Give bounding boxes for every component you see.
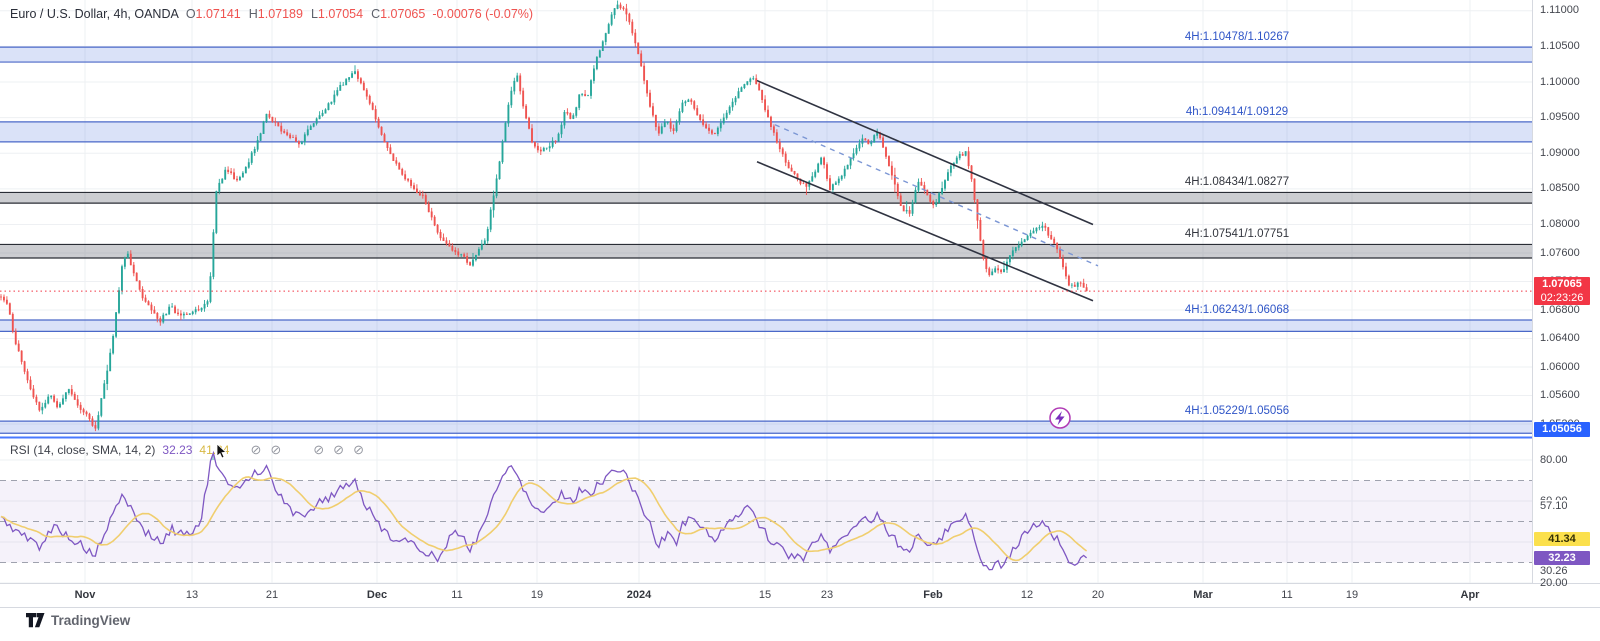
bar-countdown: 02:23:26 [1540, 292, 1584, 304]
time-tick-label: 23 [820, 589, 834, 601]
time-tick-label: 19 [530, 589, 544, 601]
ohlc-pair: C1.07065 [371, 7, 426, 21]
rsi-value-badge-value: 32.23 [1548, 552, 1576, 564]
time-tick-label: Apr [1460, 589, 1480, 601]
time-tick-label: 11 [1281, 589, 1293, 601]
price-tick-label: 1.07600 [1540, 247, 1580, 259]
indicator-action-icon[interactable]: ⊘ [250, 442, 262, 457]
tradingview-logo[interactable]: TradingView [26, 613, 130, 628]
time-tick-label: 20 [1091, 589, 1105, 601]
indicator-action-icon[interactable]: ⊘ [333, 442, 345, 457]
symbol-title: Euro / U.S. Dollar, 4h, OANDA [10, 7, 179, 21]
mouse-cursor [216, 444, 227, 459]
last-price-badge: 1.07065 02:23:26 [1534, 277, 1590, 305]
rsi-tick-label: 57.10 [1540, 500, 1568, 513]
price-tick-label: 1.10500 [1540, 40, 1580, 52]
rsi-tick-label: 80.00 [1540, 454, 1568, 466]
zone-label: 4H:1.10478/1.10267 [1184, 31, 1290, 43]
tradingview-logo-text: TradingView [51, 613, 131, 628]
indicator-action-icons: ⊘ ⊘ ⊘ [313, 442, 373, 458]
rsi-title: RSI (14, close, SMA, 14, 2) [10, 443, 156, 457]
price-tick-label: 1.11000 [1540, 4, 1579, 16]
price-tick-label: 1.08000 [1540, 218, 1580, 230]
rsi-tick-label: 30.26 [1540, 565, 1568, 577]
indicator-action-icon[interactable]: ⊘ [270, 442, 282, 457]
rsi-value-badge: 32.23 [1534, 551, 1590, 565]
time-tick-label: 2024 [626, 589, 652, 601]
time-tick-label: Mar [1193, 589, 1213, 601]
rsi-current-value: 32.23 [162, 443, 193, 457]
rsi-ma-badge: 41.34 [1534, 532, 1590, 546]
zone-label: 4H:1.06243/1.06068 [1184, 304, 1290, 316]
time-tick-label: 19 [1345, 589, 1359, 601]
zone-price-badge: 1.05056 [1534, 422, 1590, 437]
ohlc-values: O1.07141 H1.07189 L1.07054 C1.07065 [186, 7, 426, 21]
last-price-value: 1.07065 [1542, 278, 1582, 290]
ohlc-pair: O1.07141 [185, 7, 241, 21]
zone-label: 4H:1.05229/1.05056 [1184, 405, 1290, 417]
price-tick-label: 1.06000 [1540, 361, 1580, 373]
rsi-tick-label: 20.00 [1540, 577, 1568, 589]
indicator-action-icon[interactable]: ⊘ [353, 442, 364, 457]
ohlc-pair: H1.07189 [248, 7, 303, 21]
symbol-legend: Euro / U.S. Dollar, 4h, OANDA O1.07141 H1… [10, 7, 533, 21]
time-tick-label: Feb [923, 589, 943, 601]
indicator-action-icon[interactable]: ⊘ [313, 442, 325, 457]
price-tick-label: 1.06400 [1540, 332, 1580, 344]
zone-label: 4H:1.08434/1.08277 [1184, 176, 1290, 188]
tradingview-logo-icon [26, 613, 45, 628]
time-tick-label: Dec [366, 589, 388, 601]
time-tick-label: 15 [758, 589, 772, 601]
price-tick-label: 1.08500 [1540, 182, 1580, 194]
zone-price-value: 1.05056 [1542, 423, 1582, 435]
indicator-action-icons: ⊘ ⊘ [250, 442, 290, 458]
time-tick-label: 11 [451, 589, 463, 601]
chart-canvas[interactable] [0, 0, 1600, 608]
price-tick-label: 1.06800 [1540, 304, 1580, 316]
zone-label: 4H:1.07541/1.07751 [1184, 228, 1290, 240]
price-tick-label: 1.05600 [1540, 389, 1580, 401]
time-tick-label: 12 [1020, 589, 1034, 601]
price-change: -0.00076 (-0.07%) [432, 7, 534, 21]
time-tick-label: 13 [185, 589, 199, 601]
price-tick-label: 1.10000 [1540, 76, 1580, 88]
zone-label: 4h:1.09414/1.09129 [1185, 106, 1289, 118]
price-tick-label: 1.09000 [1540, 147, 1580, 159]
price-tick-label: 1.09500 [1540, 111, 1580, 123]
rsi-ma-badge-value: 41.34 [1548, 533, 1576, 545]
ohlc-pair: L1.07054 [310, 7, 364, 21]
time-tick-label: Nov [74, 589, 96, 601]
rsi-legend: RSI (14, close, SMA, 14, 2) 32.23 41.34 … [10, 442, 373, 458]
time-tick-label: 21 [265, 589, 279, 601]
